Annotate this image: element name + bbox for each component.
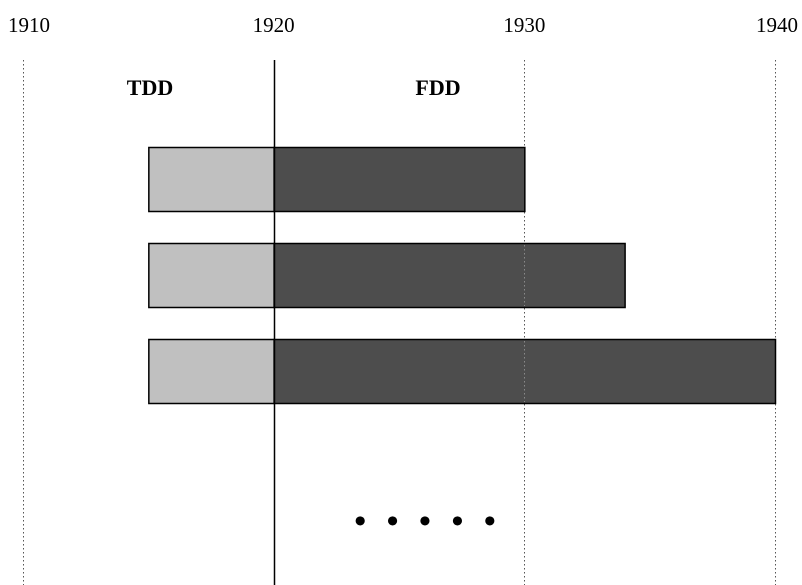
tick-labels: 1910 1920 1930 1940 <box>8 13 798 37</box>
bar-2-tdd-segment <box>148 242 275 309</box>
fdd-region-label: FDD <box>415 75 460 100</box>
bar-1-tdd-segment <box>148 146 275 213</box>
bar-3-tdd-segment <box>148 338 275 405</box>
tick-label-1940: 1940 <box>756 13 798 37</box>
tick-label-1930: 1930 <box>503 13 545 37</box>
tick-label-1920: 1920 <box>253 13 295 37</box>
bar-1-fdd-segment <box>273 146 526 213</box>
bars <box>148 146 777 405</box>
continuation-ellipsis: • • • • • <box>354 503 502 540</box>
tdd-region-label: TDD <box>127 75 173 100</box>
tick-label-1910: 1910 <box>8 13 50 37</box>
bar-2-fdd-segment <box>273 242 626 309</box>
gridlines <box>23 60 776 585</box>
